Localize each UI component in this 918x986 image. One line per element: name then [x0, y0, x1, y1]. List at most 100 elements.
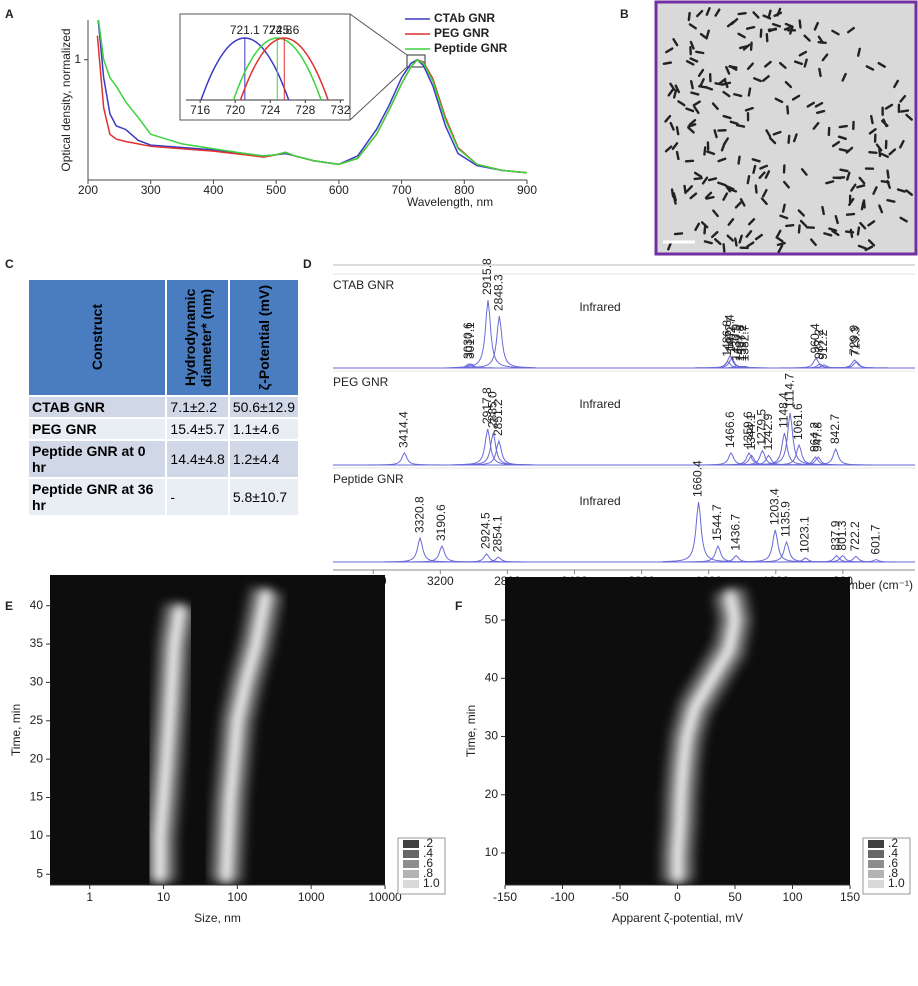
nanorod — [747, 218, 756, 226]
x-tick-label: 10000 — [368, 890, 402, 904]
nanorod — [746, 62, 755, 71]
nanorod — [717, 157, 727, 163]
nanorod — [664, 145, 673, 153]
cell: - — [165, 477, 230, 517]
peak-label: 3017.1 — [463, 322, 477, 359]
nanorod — [761, 75, 770, 82]
nanorod — [856, 184, 866, 189]
nanorod — [739, 198, 746, 207]
nanorod — [689, 192, 698, 200]
nanorod — [697, 68, 705, 77]
nanorod — [859, 221, 867, 230]
x-tick-label: 150 — [840, 890, 860, 904]
x-tick-label: 3200 — [427, 574, 454, 588]
spectrum-peak — [384, 536, 457, 563]
nanorod — [896, 188, 906, 193]
y-axis-label: Optical density, normalized — [59, 28, 73, 171]
peak-label: 2924.5 — [479, 512, 493, 549]
peak-label: 1382.7 — [737, 324, 751, 361]
legend-label: CTAb GNR — [434, 11, 495, 25]
peak-label: 1486.8 — [720, 320, 734, 357]
spectrum-title: CTAB GNR — [333, 278, 394, 292]
x-tick-label: 800 — [454, 183, 474, 197]
spectrum-peak — [463, 315, 536, 369]
nanorod — [768, 27, 778, 33]
nanorod — [761, 188, 768, 198]
nanorod — [765, 129, 772, 138]
nanorod — [775, 236, 784, 243]
spectrum-peak — [662, 501, 735, 563]
nanorod — [737, 11, 747, 16]
header-cell: Construct — [89, 304, 106, 371]
peak-label: 1466.6 — [723, 411, 737, 448]
y-tick-label: 20 — [485, 787, 499, 801]
peak-label: 601.7 — [868, 524, 882, 554]
peak-label: 937.2 — [812, 329, 826, 359]
nanorod — [880, 152, 889, 159]
peak-label: 1359.6 — [741, 411, 755, 448]
nanorod — [722, 243, 726, 253]
nanorod — [705, 29, 710, 39]
peak-label: 1135.9 — [779, 501, 793, 537]
nanorod — [823, 232, 833, 237]
nanorod — [746, 25, 756, 30]
nanorod — [791, 94, 801, 101]
nanorod — [693, 171, 703, 178]
nanorod — [839, 168, 849, 173]
spectrum-peak — [462, 439, 535, 466]
cell: 5.8±10.7 — [227, 477, 301, 517]
zoom-line — [349, 13, 408, 56]
nanorod — [821, 53, 829, 62]
peak-label: 964.2 — [808, 422, 822, 452]
nanorod — [730, 17, 739, 26]
ridge — [219, 589, 273, 883]
spectrum-peak — [799, 447, 872, 466]
nanorod — [868, 150, 878, 154]
nanorod — [722, 192, 729, 201]
x-tick-label: 700 — [392, 183, 412, 197]
panel-label: F — [455, 599, 462, 613]
nanorod — [758, 171, 766, 179]
nanorod — [856, 226, 861, 236]
cell: Peptide GNR at 36 hr — [26, 477, 168, 517]
heatmap — [143, 587, 284, 883]
nanorod — [867, 220, 876, 227]
nanorod — [850, 183, 857, 192]
nanorod — [665, 47, 674, 54]
watermark: Infrared — [579, 494, 620, 508]
nanorod — [899, 139, 905, 149]
nanorod — [728, 187, 738, 193]
tem-image — [654, 0, 918, 256]
nanorod — [793, 60, 803, 66]
peak-label: 2851.2 — [491, 399, 505, 436]
nanorod — [886, 179, 891, 189]
spectrum-peak — [709, 365, 782, 369]
x-tick-label: 1 — [86, 890, 93, 904]
heatmap — [660, 587, 753, 883]
nanorod — [848, 197, 855, 206]
nanorod — [671, 142, 679, 151]
peak-label: 1472.4 — [722, 314, 736, 351]
panel-label: E — [5, 599, 13, 613]
nanorod — [846, 26, 855, 34]
nanorod — [738, 234, 743, 244]
nanorod — [877, 61, 886, 68]
nanorod — [714, 238, 722, 246]
colorbar-swatch — [868, 870, 884, 878]
peak-label: 837.9 — [829, 520, 843, 550]
peak-label: 3414.4 — [397, 411, 411, 448]
nanorod — [828, 227, 838, 232]
peak-label: 960.4 — [808, 323, 822, 353]
nanorod — [760, 197, 768, 206]
nanorod — [856, 47, 861, 57]
peak-label: 721.1 — [230, 23, 260, 37]
x-axis-label: Apparent ζ-potential, mV — [612, 911, 743, 925]
nanorod — [710, 230, 719, 239]
nanorod — [821, 205, 825, 216]
nanorod — [734, 201, 743, 209]
peak-label: 2917.8 — [480, 387, 494, 424]
nanorod — [724, 184, 732, 193]
legend-label: Peptide GNR — [434, 41, 508, 55]
nanorod — [831, 29, 840, 36]
